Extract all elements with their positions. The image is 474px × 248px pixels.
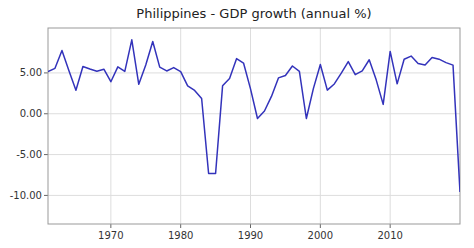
axes: -10.00 -5.00 0.00 5.00 1970 1980 1990 2000 2010 [10, 28, 460, 241]
y-grid-line [48, 195, 460, 196]
x-grid-line [110, 28, 111, 224]
x-grid-line [180, 28, 181, 224]
x-tick [320, 224, 321, 228]
y-tick [44, 72, 48, 73]
y-grid-line [48, 154, 460, 155]
line [48, 40, 460, 192]
x-tick [110, 224, 111, 228]
plot-frame [48, 28, 460, 224]
x-tick-label: 2010 [377, 230, 402, 241]
grid [48, 28, 460, 224]
y-tick-label: -5.00 [16, 149, 42, 160]
y-tick-label: -10.00 [10, 190, 42, 201]
x-grid-line [250, 28, 251, 224]
y-tick [44, 113, 48, 114]
y-grid-line [48, 113, 460, 114]
x-tick [390, 224, 391, 228]
title: Philippines - GDP growth (annual %) [136, 6, 371, 21]
y-grid-line [48, 72, 460, 73]
x-tick [180, 224, 181, 228]
y-tick-label: 5.00 [20, 67, 42, 78]
y-tick [44, 195, 48, 196]
y-tick-label: 0.00 [20, 108, 42, 119]
x-grid-line [320, 28, 321, 224]
y-tick [44, 154, 48, 155]
x-tick [250, 224, 251, 228]
x-tick-label: 2000 [308, 230, 333, 241]
x-tick-label: 1990 [238, 230, 263, 241]
series-group [48, 40, 460, 192]
chart: -10.00 -5.00 0.00 5.00 1970 1980 1990 2000 2010 P… [0, 0, 474, 248]
x-tick-label: 1980 [168, 230, 193, 241]
x-tick-label: 1970 [98, 230, 123, 241]
